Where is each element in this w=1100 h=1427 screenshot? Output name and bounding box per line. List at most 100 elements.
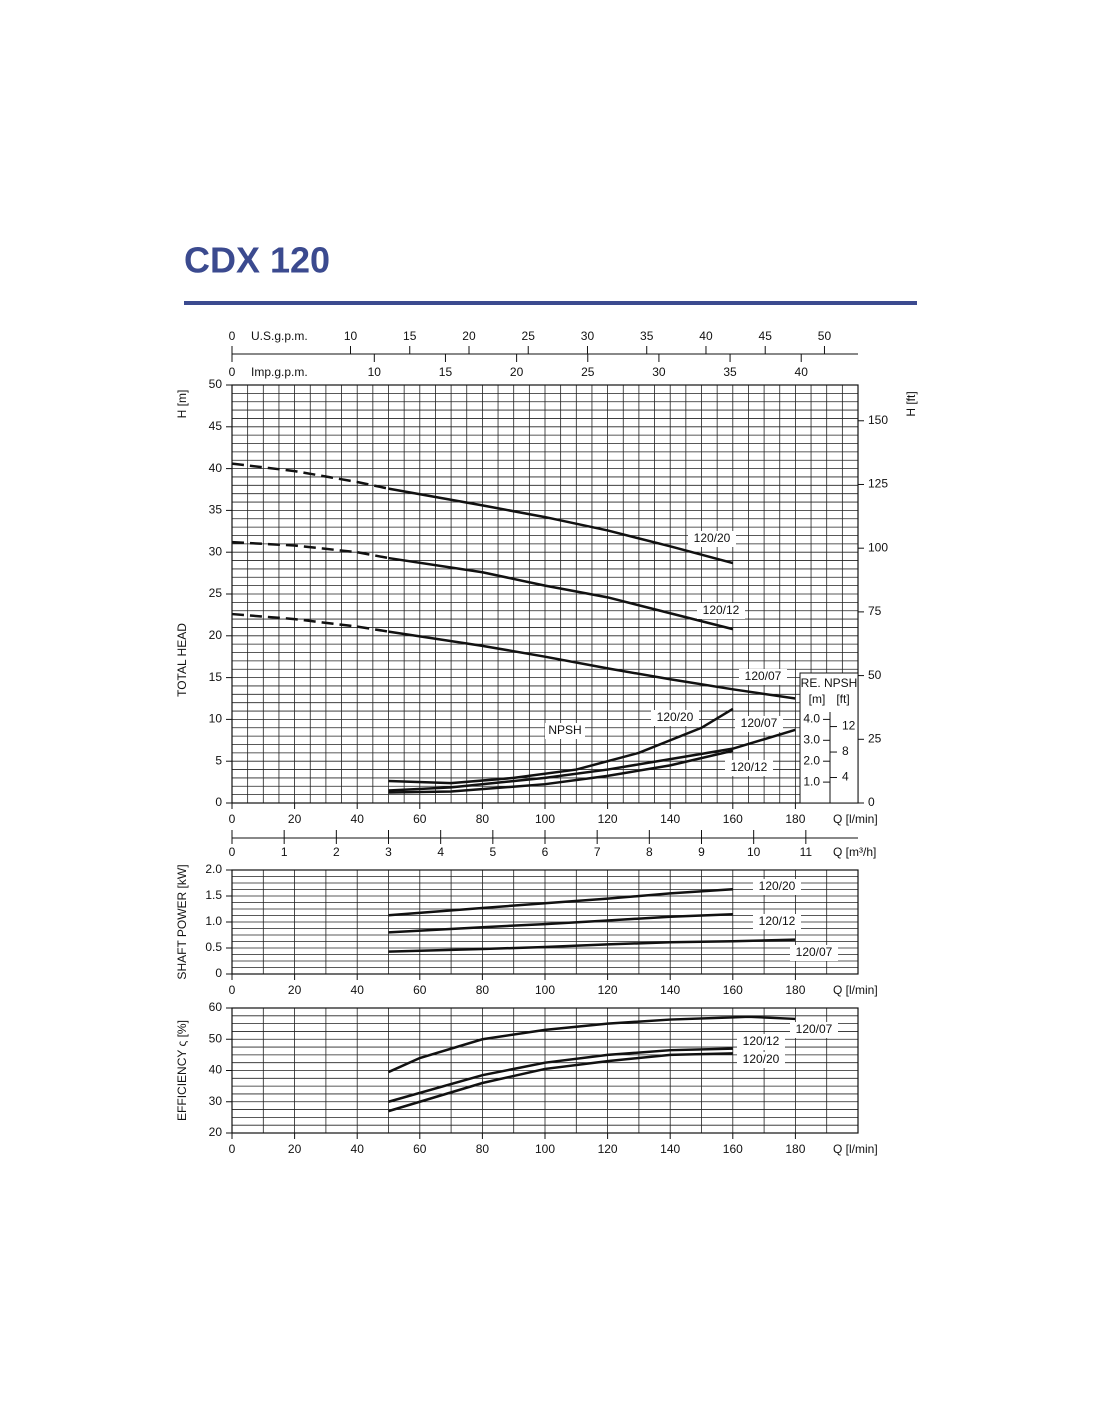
npsh-unit-ft: [ft]	[836, 692, 849, 706]
bottom-axis-tick-label: 8	[646, 845, 653, 859]
bottom-axis-tick-label: 10	[747, 845, 761, 859]
y-tick-label: 2.0	[205, 862, 222, 876]
curve-label-bg	[753, 914, 801, 930]
npsh-inset	[799, 672, 859, 804]
x-tick-label: 0	[229, 983, 236, 997]
top-axis-tick-label: 15	[403, 329, 417, 343]
x-tick-label: 140	[660, 1142, 680, 1156]
curve-label-bg	[651, 710, 699, 726]
curve-label: 120/07	[796, 1022, 833, 1036]
npsh-label: NPSH	[548, 723, 581, 737]
curve-label: 120/07	[741, 716, 778, 730]
curve-label: 120/20	[694, 531, 731, 545]
x-tick-label: 100	[535, 1142, 555, 1156]
x-tick-label: 40	[351, 1142, 365, 1156]
top-axis-tick-label: 0	[229, 365, 236, 379]
npsh-axis-title: RE. NPSH	[801, 676, 858, 690]
x-tick-label: 0	[229, 1142, 236, 1156]
top-axis-tick-label: 20	[462, 329, 476, 343]
x-tick-label: 20	[288, 983, 302, 997]
top-axis-tick-label: 10	[344, 329, 358, 343]
x-tick-label: 20	[288, 1142, 302, 1156]
bottom-axis-tick-label: 7	[594, 845, 601, 859]
top-axis-tick-label: 45	[759, 329, 773, 343]
y-axis-unit: H [m]	[175, 390, 189, 419]
y-tick-label: 60	[209, 1000, 223, 1014]
curve-label-bg	[725, 760, 773, 776]
x-tick-label: 120	[598, 1142, 618, 1156]
x-tick-label: 40	[351, 812, 365, 826]
curve-label: 120/07	[796, 945, 833, 959]
top-axis-tick-label: 50	[818, 329, 832, 343]
x-tick-label: 160	[723, 812, 743, 826]
curve-label-bg	[753, 879, 801, 895]
curve	[388, 707, 734, 785]
curve-label: 120/20	[759, 879, 796, 893]
y2-tick-label: 75	[868, 604, 882, 618]
bottom-axis-tick-label: 1	[281, 845, 288, 859]
y-tick-label: 30	[209, 544, 223, 558]
y-tick-label: 0.5	[205, 940, 222, 954]
x-tick-label: 100	[535, 983, 555, 997]
title-rule	[184, 301, 917, 305]
y-tick-label: 5	[215, 753, 222, 767]
x-tick-label: 60	[413, 812, 427, 826]
y-tick-label: 0	[215, 966, 222, 980]
y-tick-label: 0	[215, 795, 222, 809]
extrapolated-curve	[231, 462, 389, 490]
bottom-axis-tick-label: 4	[437, 845, 444, 859]
y-tick-label: 50	[209, 1031, 223, 1045]
curve-label: 120/07	[745, 669, 782, 683]
curve-label-bg	[737, 1034, 785, 1050]
top-axis-tick-label: 30	[581, 329, 595, 343]
curve-label: 120/12	[759, 914, 796, 928]
x-tick-label: 120	[598, 812, 618, 826]
top-axis-tick-label: 40	[795, 365, 809, 379]
x-tick-label: 140	[660, 983, 680, 997]
extrapolated-curve	[231, 540, 389, 560]
curve-label-bg	[737, 1052, 785, 1068]
y-tick-label: 45	[209, 419, 223, 433]
curve	[388, 749, 734, 794]
y-axis-label: EFFICIENCY ς [%]	[175, 1020, 189, 1121]
bottom-axis-tick-label: 9	[698, 845, 705, 859]
y-tick-label: 40	[209, 461, 223, 475]
npsh-tick-label: 1.0	[803, 774, 820, 788]
curve-label-bg	[735, 716, 783, 732]
x-tick-label: 80	[476, 983, 490, 997]
top-axis-label: Imp.g.p.m.	[251, 365, 308, 379]
x-tick-label: 100	[535, 812, 555, 826]
curve-label: 120/12	[743, 1034, 780, 1048]
bottom-axis-tick-label: 0	[229, 845, 236, 859]
y2-tick-label: 125	[868, 477, 888, 491]
y-tick-label: 20	[209, 628, 223, 642]
curve	[388, 887, 733, 917]
y-tick-label: 15	[209, 670, 223, 684]
x-axis-label: Q [l/min]	[833, 1142, 878, 1156]
x-tick-label: 160	[723, 983, 743, 997]
curve-label-bg	[790, 1022, 838, 1038]
page-title: CDX 120	[184, 240, 330, 281]
top-axis-tick-label: 15	[439, 365, 453, 379]
top-axis-tick-label: 25	[581, 365, 595, 379]
curve-label: 120/12	[703, 603, 740, 617]
npsh-tick-label: 2.0	[803, 753, 820, 767]
x-tick-label: 140	[660, 812, 680, 826]
y2-axis-label: H [ft]	[904, 391, 918, 416]
top-axis-tick-label: 10	[368, 365, 382, 379]
npsh-ft-tick-label: 12	[842, 719, 856, 733]
y-tick-label: 10	[209, 712, 223, 726]
npsh-ft-tick-label: 4	[842, 770, 849, 784]
bottom-axis-tick-label: 6	[542, 845, 549, 859]
bottom-axis-tick-label: 11	[800, 845, 813, 859]
npsh-label-bg	[545, 723, 585, 739]
x-tick-label: 20	[288, 812, 302, 826]
curve	[388, 487, 734, 565]
curve-label-bg	[790, 945, 838, 961]
x-tick-label: 120	[598, 983, 618, 997]
npsh-ft-tick-label: 8	[842, 744, 849, 758]
curve-label-bg	[697, 603, 745, 619]
x-tick-label: 0	[229, 812, 236, 826]
top-axis-tick-label: 0	[229, 329, 236, 343]
